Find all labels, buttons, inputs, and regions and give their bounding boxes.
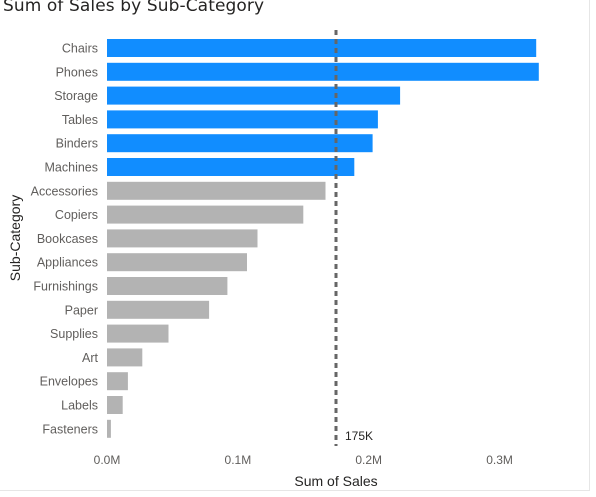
category-label: Storage xyxy=(54,89,98,103)
category-label: Paper xyxy=(65,303,98,317)
bar-storage xyxy=(107,86,401,105)
bar-appliances xyxy=(107,253,247,272)
bar-furnishings xyxy=(107,277,228,295)
bar-tables xyxy=(107,110,378,129)
y-axis-title: Sub-Category xyxy=(7,195,23,281)
bar-fasteners xyxy=(107,419,111,438)
category-label: Bookcases xyxy=(37,232,98,246)
visual-border xyxy=(0,0,590,491)
threshold-label: 175K xyxy=(345,429,373,443)
bar-bookcases xyxy=(107,229,258,248)
category-label: Envelopes xyxy=(40,375,98,389)
category-label: Binders xyxy=(56,137,98,151)
category-label: Machines xyxy=(45,161,99,175)
category-label: Labels xyxy=(61,399,98,413)
bar-phones xyxy=(107,62,539,81)
x-tick-label: 0.3M xyxy=(486,453,513,467)
bar-paper xyxy=(107,300,210,319)
x-tick-label: 0.2M xyxy=(355,453,382,467)
bar-machines xyxy=(107,158,355,176)
x-tick-label: 0.0M xyxy=(94,453,121,467)
category-label: Phones xyxy=(56,65,98,79)
bar-envelopes xyxy=(107,372,128,391)
bar-binders xyxy=(107,134,373,153)
x-axis-title: Sum of Sales xyxy=(294,473,377,489)
bar-art xyxy=(107,348,143,367)
bar-chairs xyxy=(107,39,537,57)
category-label: Tables xyxy=(62,113,98,127)
category-label: Appliances xyxy=(37,256,98,270)
bar-labels xyxy=(107,396,123,414)
category-label: Copiers xyxy=(55,208,98,222)
category-label: Fasteners xyxy=(42,422,98,436)
chart-title: Sum of Sales by Sub-Category xyxy=(3,0,265,16)
chart-marks: Chairs Phones Storage Tables Binders Machines… xyxy=(31,30,539,467)
bar-accessories xyxy=(107,181,326,200)
bar-copiers xyxy=(107,205,304,224)
bar-supplies xyxy=(107,324,169,343)
category-label: Furnishings xyxy=(33,280,98,294)
category-label: Art xyxy=(82,351,99,365)
category-label: Accessories xyxy=(31,184,98,198)
x-tick-label: 0.1M xyxy=(225,453,252,467)
category-label: Supplies xyxy=(50,327,98,341)
category-label: Chairs xyxy=(62,42,98,56)
